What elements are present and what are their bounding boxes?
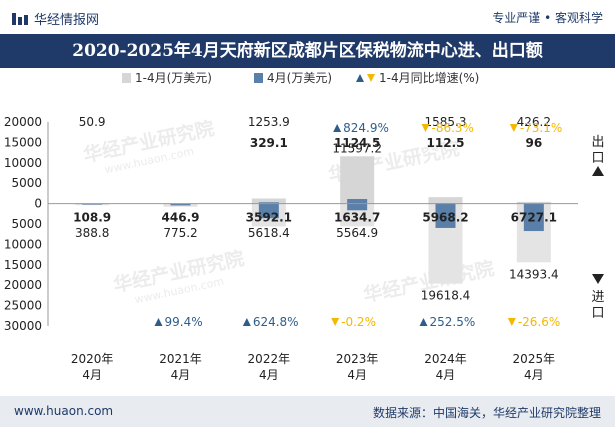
label-import-month: 108.9 <box>73 211 111 225</box>
y-tick-label: 25000 <box>4 299 42 313</box>
x-tick-label: 2024年 <box>424 352 467 366</box>
label-export-month: 329.1 <box>250 136 288 150</box>
yoy-down-icon <box>421 124 430 132</box>
yoy-up-icon <box>242 318 251 326</box>
bar-import-month <box>523 203 544 232</box>
y-tick-label: 5000 <box>11 217 42 231</box>
brand-logo-icon <box>12 13 28 25</box>
label-import-yoy: -26.6% <box>518 315 560 329</box>
label-import-cum: 775.2 <box>163 226 197 240</box>
yoy-up-icon <box>333 124 342 132</box>
side-label-import: 口 <box>591 306 604 321</box>
label-export-yoy: 824.9% <box>343 121 389 135</box>
x-tick-label: 4月 <box>347 368 367 382</box>
legend-down-icon <box>367 74 375 82</box>
label-import-month: 6727.1 <box>511 211 557 225</box>
label-import-cum: 19618.4 <box>421 289 471 303</box>
brand: 华经情报网 <box>12 9 99 28</box>
legend: 1-4月(万美元) 4月(万美元) 1-4月同比增速(%) <box>122 71 479 85</box>
y-tick-label: 10000 <box>4 156 42 170</box>
import-arrow-icon <box>592 274 604 284</box>
x-tick-label: 4月 <box>171 368 191 382</box>
y-tick-label: 5000 <box>11 176 42 190</box>
y-tick-label: 30000 <box>4 319 42 333</box>
y-tick-label: 20000 <box>4 278 42 292</box>
bar-export-month <box>258 202 279 204</box>
y-tick-label: 15000 <box>4 135 42 149</box>
label-export-month: 112.5 <box>427 136 465 150</box>
brand-name: 华经情报网 <box>34 13 100 28</box>
label-import-cum: 5564.9 <box>336 226 378 240</box>
side-label-import: 进 <box>591 290 604 305</box>
x-tick-label: 2020年 <box>71 352 114 366</box>
label-import-yoy: 624.8% <box>253 315 299 329</box>
label-export-cum: 426.2 <box>517 115 551 129</box>
label-export-month: 1124.5 <box>334 136 380 150</box>
x-tick-label: 2022年 <box>248 352 291 366</box>
chart-title: 2020-2025年4月天府新区成都片区保税物流中心进、出口额 <box>72 41 543 61</box>
x-tick-label: 4月 <box>436 368 456 382</box>
yoy-up-icon <box>154 318 163 326</box>
chart-bars <box>75 156 551 284</box>
bar-export-cum <box>251 198 286 204</box>
x-tick-label: 4月 <box>259 368 279 382</box>
label-export-cum: 1585.3 <box>425 115 467 129</box>
footer-bar <box>0 396 615 427</box>
x-tick-label: 2023年 <box>336 352 379 366</box>
label-import-yoy: 252.5% <box>430 315 476 329</box>
bar-import-month <box>435 203 456 228</box>
label-export-cum: 1253.9 <box>248 115 290 129</box>
bar-import-month <box>170 203 191 206</box>
export-arrow-icon <box>592 166 604 176</box>
legend-cum-label: 1-4月(万美元) <box>135 71 212 85</box>
label-import-cum: 388.8 <box>75 226 109 240</box>
yoy-down-icon <box>509 124 518 132</box>
side-label-export: 口 <box>591 151 604 166</box>
bar-export-month <box>347 199 368 204</box>
legend-yoy-label: 1-4月同比增速(%) <box>379 71 479 85</box>
yoy-down-icon <box>331 318 340 326</box>
bar-export-cum <box>428 197 463 204</box>
bar-import-month <box>347 203 368 211</box>
label-import-month: 3592.1 <box>246 211 292 225</box>
x-tick-label: 2025年 <box>513 352 556 366</box>
legend-month-swatch <box>254 73 263 83</box>
y-tick-label: 0 <box>34 197 42 211</box>
legend-month-label: 4月(万美元) <box>267 71 332 85</box>
yoy-up-icon <box>419 318 428 326</box>
tagline: 专业严谨 • 客观科学 <box>492 11 603 25</box>
label-import-month: 446.9 <box>162 211 200 225</box>
legend-cum-swatch <box>122 73 131 83</box>
y-tick-label: 10000 <box>4 237 42 251</box>
label-export-cum: 50.9 <box>79 115 106 129</box>
label-export-cum: 11597.2 <box>332 141 382 155</box>
label-import-yoy: -0.2% <box>341 315 376 329</box>
label-import-yoy: 99.4% <box>165 315 203 329</box>
label-import-month: 1634.7 <box>334 211 380 225</box>
x-tick-label: 2021年 <box>159 352 202 366</box>
label-import-cum: 14393.4 <box>509 267 559 281</box>
x-tick-label: 4月 <box>524 368 544 382</box>
bar-export-cum <box>340 156 375 204</box>
label-import-cum: 5618.4 <box>248 226 290 240</box>
y-tick-label: 15000 <box>4 258 42 272</box>
footer-website: www.huaon.com <box>14 404 114 418</box>
label-import-month: 5968.2 <box>422 211 468 225</box>
title-bar <box>0 34 615 68</box>
bar-export-cum <box>516 201 551 204</box>
footer-source: 数据来源：中国海关，华经产业研究院整理 <box>372 406 601 420</box>
label-export-month: 96 <box>525 136 542 150</box>
bar-import-month <box>258 203 279 219</box>
y-tick-label: 20000 <box>4 115 42 129</box>
legend-up-icon <box>356 74 364 82</box>
yoy-down-icon <box>507 318 516 326</box>
chart-axes: 20000 15000 10000 5000 0 5000 10000 15000 20000 2… <box>4 115 605 382</box>
top-bar: 华经情报网 专业严谨 • 客观科学 <box>0 0 615 34</box>
side-label-export: 出 <box>591 135 604 150</box>
label-export-yoy: -86.3% <box>432 121 474 135</box>
label-export-yoy: -73.1% <box>520 121 562 135</box>
x-tick-label: 4月 <box>82 368 102 382</box>
